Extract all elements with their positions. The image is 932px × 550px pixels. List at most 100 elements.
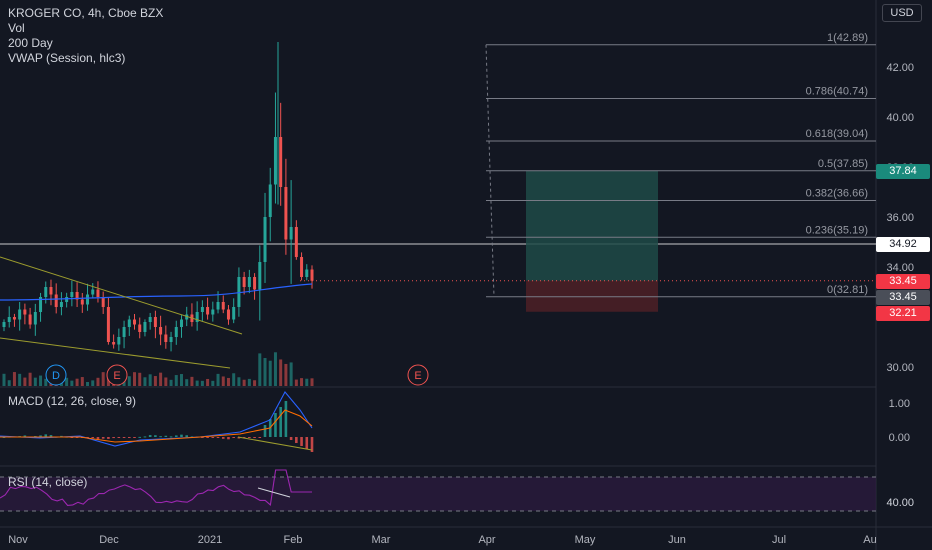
candle-body (289, 227, 293, 240)
ma200-line (0, 283, 313, 301)
volume-bar (305, 378, 309, 386)
macd-histogram-bar (138, 436, 142, 438)
candle-body (263, 217, 267, 262)
event-marker-earnings-future[interactable]: E (407, 364, 429, 386)
event-letter: E (113, 370, 120, 382)
candle-body (122, 327, 126, 337)
candle-body (86, 294, 90, 305)
candle-body (112, 342, 116, 345)
candle-body (242, 277, 246, 287)
symbol-title[interactable]: KROGER CO, 4h, Cboe BZX (8, 6, 164, 20)
event-marker-earnings[interactable]: E (106, 364, 128, 386)
indicator-200-day[interactable]: 200 Day (8, 36, 53, 50)
volume-bar (242, 379, 246, 386)
volume-bar (258, 353, 262, 386)
fib-retracement[interactable]: 1(42.89) 0.786(40.74) 0.618(39.04) 0.5(37.8… (485, 32, 876, 298)
candle-body (65, 297, 69, 302)
macd-histogram-bar (232, 437, 235, 438)
macd-histogram-bar (221, 437, 225, 439)
volume-bar (226, 377, 230, 386)
volume-bar (253, 380, 257, 386)
volume-bar (216, 373, 220, 386)
fib-level-label: 1(42.89) (827, 32, 868, 44)
macd-histogram-bar (279, 407, 282, 437)
candle-body (138, 324, 142, 332)
candle-body (232, 307, 236, 320)
time-tick-label: Au (863, 534, 876, 546)
candles (2, 42, 314, 352)
event-letter: E (414, 370, 421, 382)
volume-bar (44, 378, 48, 386)
volume-bar (237, 377, 241, 386)
candle-body (305, 269, 309, 277)
macd-histogram-bar (211, 437, 215, 438)
currency-button[interactable]: USD (882, 4, 922, 22)
volume-bar (310, 378, 314, 386)
macd-histogram-bar (169, 436, 173, 438)
volume-bar (185, 379, 189, 386)
macd-histogram-bar (107, 437, 110, 439)
rsi-label[interactable]: RSI (14, close) (8, 475, 88, 489)
volume-bar (200, 380, 204, 386)
candle-body (195, 312, 199, 322)
macd-label[interactable]: MACD (12, 26, close, 9) (8, 394, 137, 408)
macd-histogram-bar (310, 437, 314, 452)
candle-body (127, 319, 131, 327)
event-circle (45, 364, 67, 386)
candle-body (106, 307, 110, 342)
indicator-vol[interactable]: Vol (8, 21, 25, 35)
volume-bar (174, 375, 178, 386)
macd-histogram-bar (159, 436, 162, 438)
rsi-band (0, 477, 876, 511)
price-tick-label: 30.00 (886, 362, 914, 374)
volume-bar (33, 377, 37, 386)
candle-body (33, 312, 37, 325)
volume-bar (80, 377, 84, 386)
candle-body (133, 319, 137, 325)
candle-body (174, 327, 178, 337)
fib-level-label: 0.236(35.19) (806, 224, 868, 236)
macd-pane (0, 391, 314, 452)
indicator-vwap[interactable]: VWAP (Session, hlc3) (8, 51, 126, 65)
entry-price-tag: 33.45 (876, 290, 930, 305)
candle-body (75, 292, 79, 300)
candle-body (300, 257, 304, 277)
candle-body (28, 314, 32, 325)
volume-bar (289, 362, 293, 386)
macd-histogram-bar (289, 437, 293, 440)
volume-bar (86, 381, 90, 386)
volume-bar (12, 372, 16, 386)
macd-histogram-bar (201, 437, 204, 438)
price-tick-label: 36.00 (886, 212, 914, 224)
rsi-tick-label: 40.00 (886, 497, 914, 509)
time-tick-label: May (575, 534, 596, 546)
volume-bar (143, 377, 147, 386)
event-marker-dividend[interactable]: D (45, 364, 67, 386)
candle-body (200, 307, 204, 312)
macd-histogram-bar (101, 437, 105, 439)
candle-body (96, 289, 100, 297)
candle-body (153, 317, 157, 327)
volume-bar (138, 372, 142, 386)
macd-histogram-bar (305, 437, 309, 449)
candle-body (279, 137, 283, 187)
volume-bar (70, 380, 74, 386)
target-price-tag: 37.84 (876, 164, 930, 179)
candle-body (70, 292, 74, 297)
candle-body (206, 307, 210, 315)
rsi-tick-bg (878, 495, 926, 510)
candle-body (253, 277, 257, 290)
candle-body (268, 184, 272, 217)
volume-bar (75, 378, 79, 386)
macd-histogram-bar (174, 435, 178, 437)
candle-body (179, 319, 183, 327)
volume-bar (195, 380, 199, 386)
target-zone (526, 171, 658, 281)
event-circle (106, 364, 128, 386)
candle-body (164, 334, 168, 342)
candle-body (247, 277, 251, 287)
